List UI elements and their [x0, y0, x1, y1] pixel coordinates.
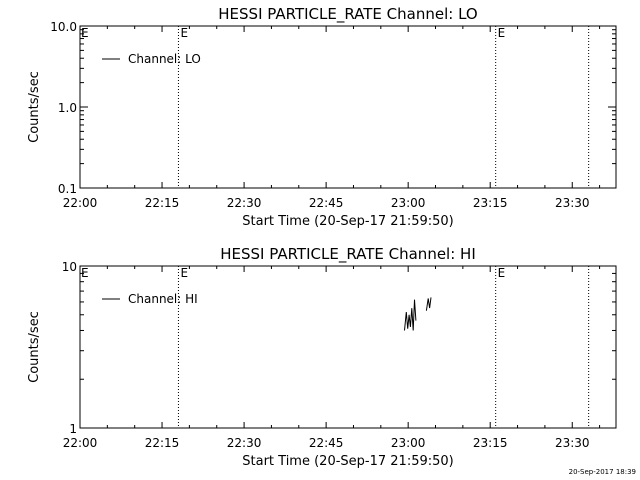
footer-timestamp: 20-Sep-2017 18:39 [569, 468, 636, 476]
series-line [404, 299, 417, 331]
x-tick-label: 22:15 [145, 196, 180, 210]
event-marker-label: E [498, 266, 506, 280]
panel-1: HESSI PARTICLE_RATE Channel: LO Start Tim… [27, 5, 617, 229]
chart-title: HESSI PARTICLE_RATE Channel: LO [218, 5, 477, 24]
y-tick-label: 0.1 [58, 182, 77, 196]
event-marker-label: E [180, 26, 188, 40]
x-tick-label: 22:15 [145, 436, 180, 450]
x-tick-label: 22:00 [63, 196, 98, 210]
x-tick-label: 22:00 [63, 436, 98, 450]
plot-frame [79, 265, 617, 429]
x-tick-label: 22:45 [309, 196, 344, 210]
y-tick-label: 1 [69, 422, 77, 436]
x-axis-label: Start Time (20-Sep-17 21:59:50) [242, 214, 453, 229]
x-tick-label: 22:45 [309, 436, 344, 450]
panel-2: HESSI PARTICLE_RATE Channel: HI Start Tim… [27, 245, 617, 469]
x-tick-label: 23:15 [473, 196, 508, 210]
legend-label: Channel: LO [128, 52, 201, 66]
x-tick-label: 22:30 [227, 436, 262, 450]
x-tick-label: 23:30 [555, 436, 590, 450]
x-tick-label: 23:30 [555, 196, 590, 210]
y-tick-label: 1.0 [58, 101, 77, 115]
y-tick-label: 10 [62, 260, 77, 274]
legend-label: Channel: HI [128, 292, 198, 306]
plot-frame [79, 25, 617, 189]
x-tick-label: 23:00 [391, 196, 426, 210]
y-axis-label: Counts/sec [27, 311, 42, 383]
event-marker-label: E [180, 266, 188, 280]
chart-title: HESSI PARTICLE_RATE Channel: HI [220, 245, 476, 264]
event-marker-label: E [498, 26, 506, 40]
event-marker-label: E [81, 26, 89, 40]
y-axis-label: Counts/sec [27, 71, 42, 143]
x-tick-label: 23:15 [473, 436, 508, 450]
x-tick-label: 22:30 [227, 196, 262, 210]
event-marker-label: E [81, 266, 89, 280]
y-tick-label: 10.0 [50, 20, 77, 34]
x-tick-label: 23:00 [391, 436, 426, 450]
series-line [425, 297, 432, 311]
x-axis-label: Start Time (20-Sep-17 21:59:50) [242, 454, 453, 469]
